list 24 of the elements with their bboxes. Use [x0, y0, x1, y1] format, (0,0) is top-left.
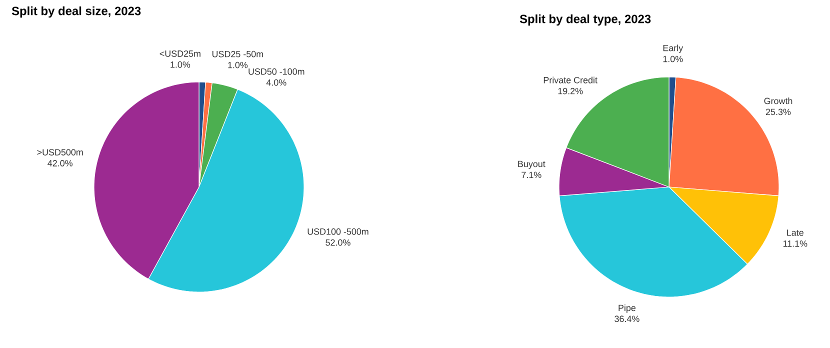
data-label: 36.4%: [614, 316, 640, 322]
slice-label: Growth: [764, 98, 792, 104]
slice-label: <USD25m: [160, 50, 200, 57]
slice-label: USD50 -100m: [248, 68, 304, 75]
data-label: 19.2%: [558, 88, 583, 94]
chart-title: Split by deal size, 2023: [12, 6, 141, 18]
slice-label: Pipe: [618, 304, 636, 313]
data-label: 11.1%: [783, 240, 808, 247]
slice-label: USD100 -500m: [308, 228, 368, 235]
chart-title: Split by deal type, 2023: [520, 14, 651, 26]
slice-label: Late: [787, 230, 804, 236]
slice-label: Private Credit: [544, 76, 598, 84]
data-label: 4.0%: [266, 79, 286, 86]
slice-label: Early: [663, 44, 684, 53]
data-label: 1.0%: [170, 61, 190, 68]
data-label: 52.0%: [326, 239, 350, 246]
data-label: 42.0%: [48, 160, 72, 166]
data-label: 7.1%: [522, 172, 542, 178]
slice-label: Buyout: [518, 160, 546, 169]
data-label: 1.0%: [228, 62, 248, 68]
slice-label: >USD500m: [37, 149, 83, 156]
data-label: 25.3%: [766, 108, 791, 116]
slice-label: USD25 -50m: [212, 50, 263, 58]
data-label: 1.0%: [663, 56, 683, 62]
